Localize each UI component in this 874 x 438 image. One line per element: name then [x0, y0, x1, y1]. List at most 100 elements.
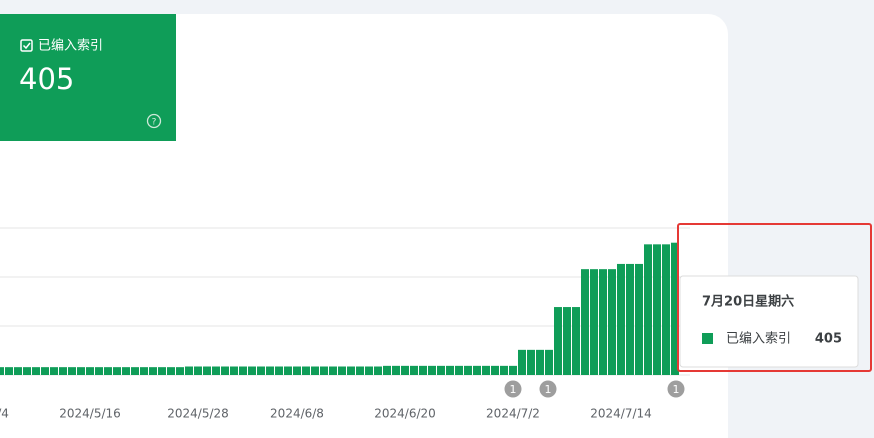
- bar: [41, 367, 49, 375]
- bar: [122, 367, 130, 375]
- bar: [68, 367, 76, 375]
- bar: [275, 366, 283, 375]
- x-tick-label: 2024/5/28: [167, 407, 229, 421]
- plot: 2024/5/4 2024/5/16 2024/5/28 2024/6/8 2024/6…: [0, 227, 690, 421]
- bar: [95, 367, 103, 375]
- bar: [464, 365, 472, 375]
- bar: [221, 366, 229, 375]
- bar: [437, 365, 445, 375]
- x-tick-label: 2024/7/14: [590, 407, 652, 421]
- bar: [581, 269, 589, 375]
- bar: [554, 307, 562, 375]
- tooltip-date: 7月20日星期六: [702, 294, 794, 310]
- highlight-box: [677, 223, 872, 372]
- kpi-card[interactable]: [0, 14, 176, 141]
- bar: [473, 365, 481, 375]
- bar: [14, 367, 22, 375]
- tooltip: [679, 275, 859, 368]
- bar: [455, 365, 463, 375]
- bar: [356, 366, 364, 375]
- bar: [527, 349, 535, 375]
- bar: [518, 349, 526, 375]
- help-icon[interactable]: [146, 113, 162, 129]
- x-tick-label: 2024/6/20: [374, 407, 436, 421]
- x-tick-label: 2024/5/4: [0, 407, 9, 421]
- bar: [284, 366, 292, 375]
- bar: [0, 367, 4, 375]
- bar: [491, 365, 499, 375]
- bar: [401, 365, 409, 375]
- bar: [50, 367, 58, 375]
- annotation-marker: [667, 380, 685, 398]
- annotation-label: 1: [673, 383, 680, 396]
- bar: [131, 367, 139, 375]
- bar: [158, 367, 166, 375]
- bar: [185, 366, 193, 375]
- bar: [77, 367, 85, 375]
- bar: [347, 366, 355, 375]
- bar: [509, 365, 517, 375]
- bar: [5, 367, 13, 375]
- kpi-label: 已编入索引: [38, 39, 103, 54]
- bar: [140, 367, 148, 375]
- bar: [392, 365, 400, 375]
- bar: [635, 263, 643, 375]
- annotation-marker: [539, 380, 557, 398]
- bar: [617, 263, 625, 375]
- checkbox[interactable]: [20, 39, 33, 52]
- bar: [212, 366, 220, 375]
- bar: [167, 367, 175, 375]
- bar: [572, 307, 580, 375]
- bar: [644, 244, 652, 375]
- check: [22, 42, 31, 50]
- x-tick-label: 2024/6/8: [270, 407, 324, 421]
- bar: [536, 349, 544, 375]
- bar: [239, 366, 247, 375]
- bar: [590, 269, 598, 375]
- bar: [500, 365, 508, 375]
- bar: [428, 365, 436, 375]
- bar: [32, 367, 40, 375]
- bar: [482, 365, 490, 375]
- bar: [86, 367, 94, 375]
- bar: [338, 366, 346, 375]
- annotation-label: 1: [545, 383, 552, 396]
- bar: [653, 244, 661, 375]
- bar: [383, 365, 391, 375]
- bar: [59, 367, 67, 375]
- bar: [248, 366, 256, 375]
- bar: [266, 366, 274, 375]
- bar: [311, 366, 319, 375]
- tooltip-value: 405: [815, 332, 842, 347]
- help-mark: ?: [152, 118, 157, 128]
- bar: [104, 367, 112, 375]
- annotation-marker: [504, 380, 522, 398]
- bar: [599, 269, 607, 375]
- kpi-value: 405: [19, 62, 74, 96]
- bar: [410, 365, 418, 375]
- bar: [563, 307, 571, 375]
- bar: [626, 263, 634, 375]
- bar: [203, 366, 211, 375]
- bar: [149, 367, 157, 375]
- tooltip-swatch: [702, 333, 713, 344]
- bar: [230, 366, 238, 375]
- bar: [113, 367, 121, 375]
- bar: [662, 244, 670, 375]
- x-tick-label: 2024/7/2: [486, 407, 540, 421]
- bar: [419, 365, 427, 375]
- bar: [671, 242, 679, 375]
- bar: [608, 269, 616, 375]
- bar: [194, 366, 202, 375]
- tooltip-series: 已编入索引: [726, 332, 791, 347]
- bar: [176, 367, 184, 375]
- x-tick-label: 2024/5/16: [59, 407, 121, 421]
- annotation-label: 1: [510, 383, 517, 396]
- bar: [23, 367, 31, 375]
- bar: [302, 366, 310, 375]
- card: [0, 14, 728, 438]
- bar: [365, 366, 373, 375]
- bar: [446, 365, 454, 375]
